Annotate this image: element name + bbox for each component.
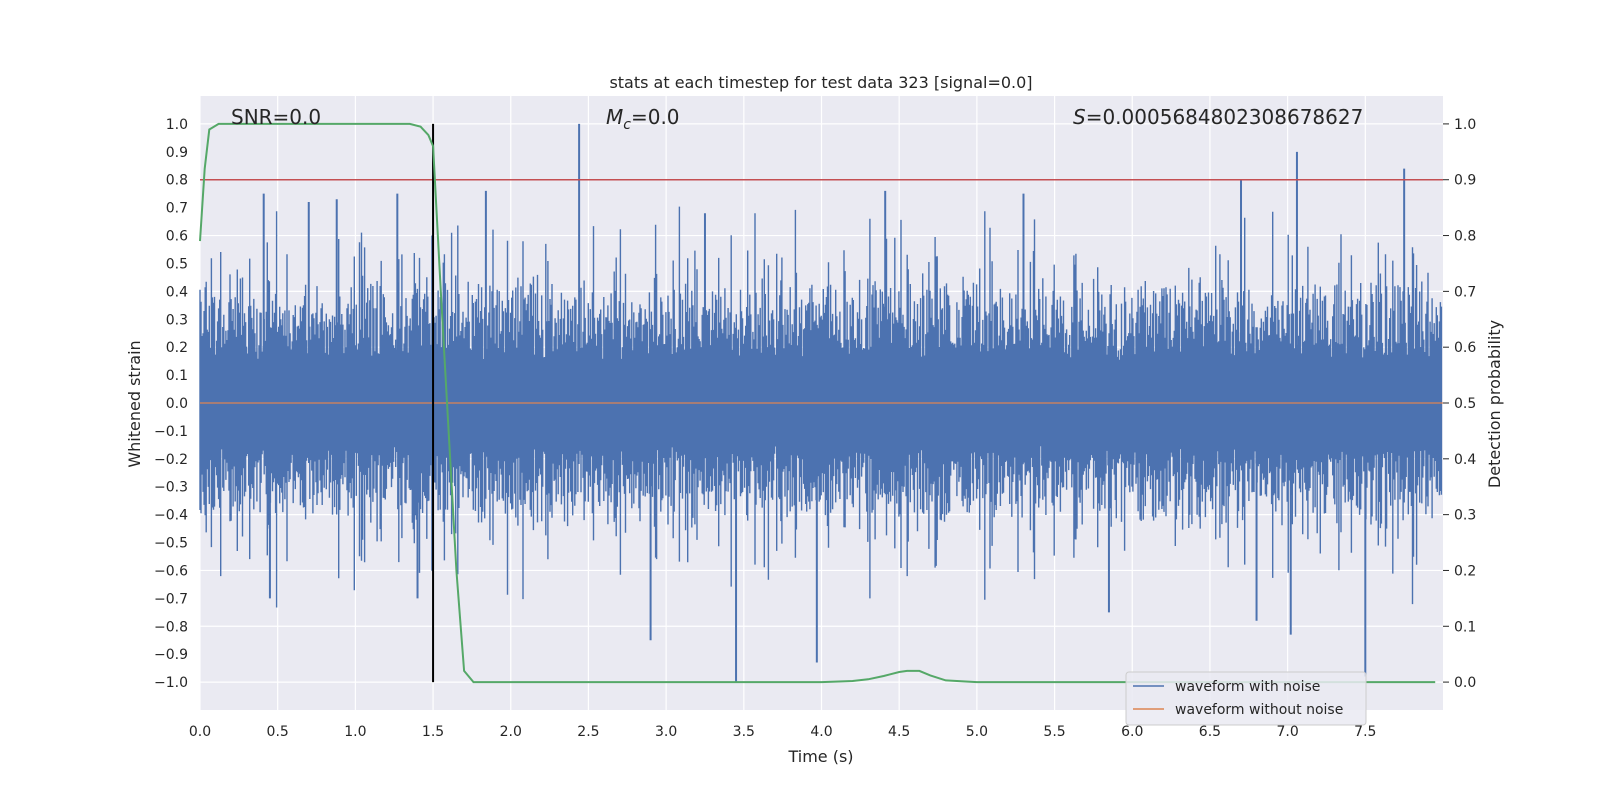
y-tick-20: −1.0 [154,675,188,691]
y2-tick-4: 0.6 [1454,340,1476,356]
y2-tick-3: 0.7 [1454,284,1476,300]
legend: waveform with noise waveform without noi… [1125,671,1367,726]
legend-label-clean: waveform without noise [1175,702,1343,718]
y-tick-1: 0.9 [166,145,188,161]
mc-subscript: c [623,117,631,133]
y-axis-label: Whitened strain [125,340,144,467]
x-tick-8: 4.0 [810,724,832,740]
y2-tick-7: 0.3 [1454,508,1476,524]
y2-tick-1: 0.9 [1454,173,1476,189]
x-tick-0: 0.0 [189,724,211,740]
x-tick-7: 3.5 [733,724,755,740]
chart-title: stats at each timestep for test data 323… [609,73,1032,92]
y-tick-16: −0.6 [154,563,188,579]
x-tick-labels: 0.0 0.5 1.0 1.5 2.0 2.5 3.0 3.5 4.0 4.5 5.0 5.5 6.0 6… [189,724,1377,740]
x-tick-3: 1.5 [422,724,444,740]
y2-tick-0: 1.0 [1454,117,1476,133]
legend-box [1125,671,1367,726]
mc-annotation: Mc=0.0 [606,105,680,133]
detection-probability-line [199,122,1436,684]
x-tick-13: 6.5 [1199,724,1221,740]
y-tick-6: 0.4 [166,284,188,300]
x-tick-10: 5.0 [966,724,988,740]
y2-tick-labels: 1.0 0.9 0.8 0.7 0.6 0.5 0.4 0.3 0.2 0.1 0.0 [1443,117,1476,691]
y-tick-9: 0.1 [166,368,188,384]
s-annotation: S=0.0005684802308678627 [1073,105,1363,129]
x-tick-1: 0.5 [267,724,289,740]
legend-label-noise: waveform with noise [1175,679,1320,695]
y-tick-19: −0.9 [154,647,188,663]
y-tick-18: −0.8 [154,619,188,635]
y-tick-7: 0.3 [166,312,188,328]
y-tick-13: −0.3 [154,480,188,496]
x-tick-2: 1.0 [344,724,366,740]
y-tick-5: 0.5 [166,256,188,272]
y-tick-3: 0.7 [166,201,188,217]
x-tick-14: 7.0 [1276,724,1298,740]
x-tick-12: 6.0 [1121,724,1143,740]
x-tick-9: 4.5 [888,724,910,740]
mc-symbol: M [606,105,623,129]
mc-value: =0.0 [631,105,680,129]
x-tick-11: 5.5 [1043,724,1065,740]
x-tick-4: 2.0 [500,724,522,740]
y-tick-14: −0.4 [154,508,188,524]
y-tick-12: −0.2 [154,452,188,468]
y2-tick-8: 0.2 [1454,563,1476,579]
y-tick-17: −0.7 [154,591,188,607]
x-axis-label: Time (s) [787,747,853,766]
y-tick-10: 0.0 [166,396,188,412]
x-tick-6: 3.0 [655,724,677,740]
y-tick-2: 0.8 [166,173,188,189]
y2-tick-2: 0.8 [1454,229,1476,245]
y-tick-15: −0.5 [154,536,188,552]
y-tick-8: 0.2 [166,340,188,356]
y-tick-4: 0.6 [166,229,188,245]
y2-axis-label: Detection probability [1485,320,1504,488]
s-symbol: S [1073,105,1086,129]
s-value: =0.0005684802308678627 [1086,105,1364,129]
y-tick-11: −0.1 [154,424,188,440]
y2-tick-5: 0.5 [1454,396,1476,412]
y2-tick-10: 0.0 [1454,675,1476,691]
x-tick-15: 7.5 [1354,724,1376,740]
x-tick-5: 2.5 [577,724,599,740]
y-tick-labels: 1.0 0.9 0.8 0.7 0.6 0.5 0.4 0.3 0.2 0.1 0.0 −0.1 −0.… [154,117,188,691]
snr-annotation: SNR=0.0 [231,105,321,129]
y2-tick-6: 0.4 [1454,452,1476,468]
y-tick-0: 1.0 [166,117,188,133]
y2-tick-9: 0.1 [1454,619,1476,635]
